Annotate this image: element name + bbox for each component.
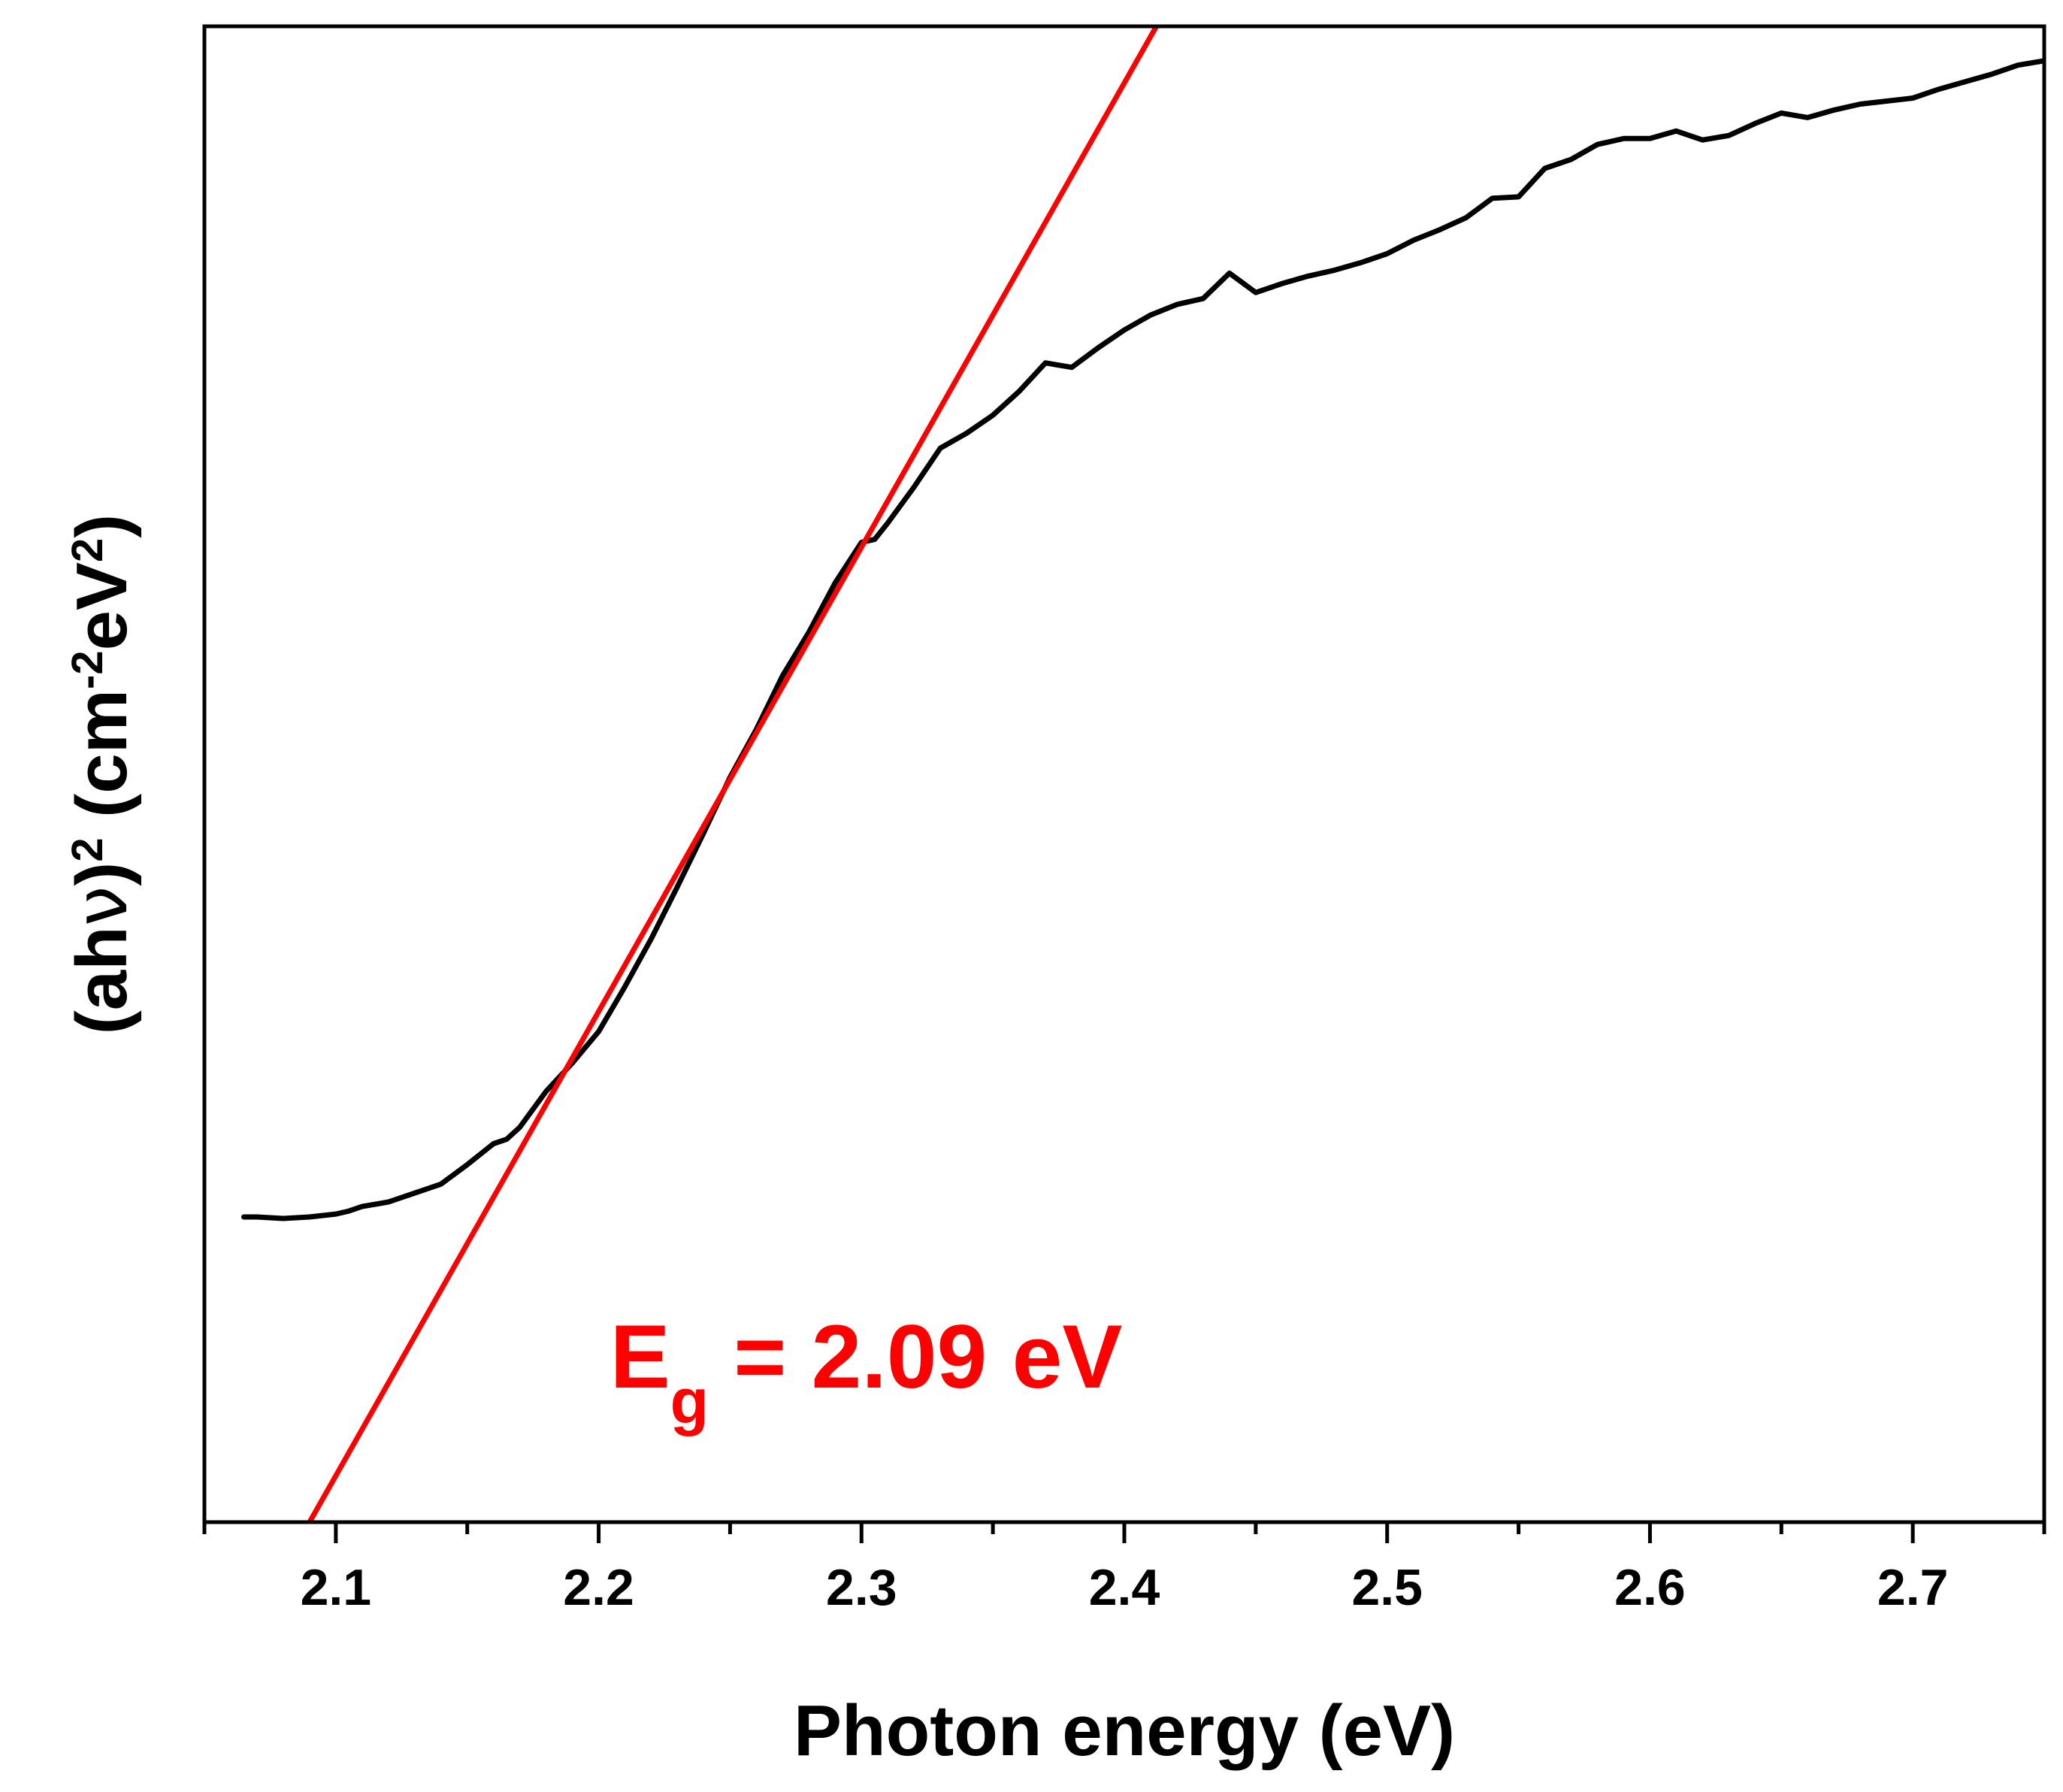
x-axis-tick-labels: 2.1 2.2 2.3 2.4 2.5 2.6 2.7: [301, 1559, 1949, 1616]
band-gap-annotation-main: E: [610, 1306, 670, 1407]
data-series-line: [241, 58, 2044, 1221]
x-tick-label: 2.1: [301, 1559, 372, 1616]
x-tick-label: 2.7: [1877, 1559, 1949, 1616]
linear-fit-line: [307, 26, 1160, 1522]
x-tick-label: 2.4: [1089, 1559, 1160, 1616]
y-axis-title: (ahν)2 (cm-2eV2): [59, 514, 144, 1034]
y-axis-title-sup3: 2: [63, 538, 112, 562]
x-tick-label: 2.2: [563, 1559, 634, 1616]
x-axis-ticks: [202, 1522, 2046, 1543]
band-gap-annotation-rest: = 2.09 eV: [709, 1306, 1122, 1407]
y-axis-title-units-close: ): [62, 514, 142, 538]
y-axis-title-nu: ν: [59, 886, 144, 927]
y-axis-title-units-open: (cm: [62, 689, 142, 837]
x-tick-label: 2.3: [826, 1559, 897, 1616]
band-gap-annotation: Eg = 2.09 eV: [610, 1306, 1123, 1436]
band-gap-annotation-sub: g: [670, 1366, 709, 1436]
x-tick-label: 2.6: [1614, 1559, 1686, 1616]
y-axis-title-base: (ah: [62, 926, 142, 1034]
x-tick-label: 2.5: [1351, 1559, 1423, 1616]
plot-area: [241, 26, 2044, 1522]
y-axis-title-sup1: 2: [63, 837, 112, 861]
x-axis-title: Photon energy (eV): [794, 1691, 1455, 1771]
y-axis-title-units-mid: eV: [62, 562, 142, 650]
y-axis-title-sup2: -2: [63, 650, 112, 689]
y-axis-title-close: ): [62, 862, 142, 886]
